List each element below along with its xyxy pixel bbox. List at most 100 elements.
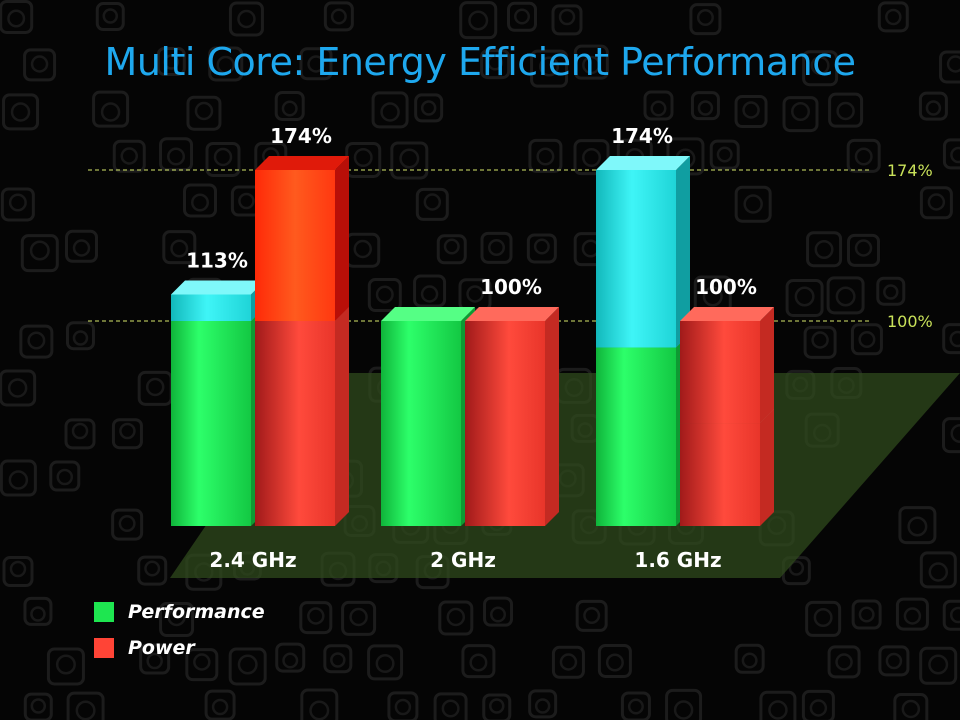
performance-bar <box>381 307 475 526</box>
background-glyph-icon <box>120 147 139 165</box>
power-bar-upper-side <box>760 307 774 424</box>
power-bar-side <box>545 307 559 526</box>
background-glyph-icon <box>702 286 723 307</box>
background-glyph-icon <box>30 55 49 73</box>
background-tile-icon <box>159 602 195 638</box>
background-tile-icon <box>939 50 960 84</box>
background-glyph-icon <box>946 55 960 73</box>
background-tile-icon <box>205 141 241 177</box>
background-glyph-icon <box>768 700 788 720</box>
background-glyph-icon <box>697 100 714 116</box>
background-tile-icon <box>709 139 740 170</box>
background-glyph-icon <box>72 330 89 346</box>
background-tile-icon <box>433 692 468 720</box>
background-tile-icon <box>415 187 449 221</box>
legend-swatch <box>94 602 114 622</box>
background-glyph-icon <box>7 378 28 398</box>
background-tile-icon <box>876 276 906 306</box>
background-tile-icon <box>826 276 865 315</box>
background-tile-icon <box>185 648 219 682</box>
power-bar-increase-top <box>255 156 349 170</box>
background-tile-icon <box>803 325 837 359</box>
background-glyph-icon <box>27 331 46 350</box>
background-glyph-icon <box>650 100 667 117</box>
reference-line-label: 100% <box>887 312 933 331</box>
background-glyph-icon <box>75 700 96 720</box>
background-glyph-icon <box>55 654 76 675</box>
power-bar-front <box>680 423 760 526</box>
background-glyph-icon <box>949 606 960 624</box>
background-glyph-icon <box>835 286 856 307</box>
background-glyph-icon <box>330 8 347 25</box>
background-tile-icon <box>827 645 861 679</box>
background-glyph-icon <box>213 147 233 167</box>
performance-bar-increase <box>171 280 265 321</box>
background-glyph-icon <box>469 653 488 672</box>
background-tile-icon <box>551 4 583 36</box>
background-tile-icon <box>20 234 59 273</box>
background-glyph-icon <box>237 9 256 29</box>
background-glyph-icon <box>119 422 136 440</box>
background-glyph-icon <box>170 239 189 258</box>
background-tile-icon <box>734 643 765 674</box>
performance-bar-increase-top <box>171 280 265 295</box>
legend-item: Power <box>94 636 195 660</box>
background-tile-icon <box>438 600 474 636</box>
background-glyph-icon <box>423 193 442 211</box>
background-glyph-icon <box>582 148 602 167</box>
background-tile-icon <box>846 138 881 173</box>
background-glyph-icon <box>490 606 507 623</box>
background-tile-icon <box>0 187 35 222</box>
background-tile-icon <box>734 185 772 223</box>
performance-bar-front <box>596 347 676 526</box>
background-glyph-icon <box>627 698 644 715</box>
background-glyph-icon <box>836 101 855 121</box>
legend-swatch <box>94 638 114 658</box>
background-tile-icon <box>92 90 130 128</box>
background-glyph-icon <box>883 284 899 300</box>
background-glyph-icon <box>696 9 714 26</box>
background-glyph-icon <box>533 238 550 255</box>
background-tile-icon <box>183 183 218 218</box>
background-glyph-icon <box>238 192 255 210</box>
power-bar <box>680 409 774 526</box>
background-glyph-icon <box>30 698 47 714</box>
background-tile-icon <box>459 1 498 40</box>
background-glyph-icon <box>7 9 26 28</box>
background-glyph-icon <box>144 560 161 577</box>
background-glyph-icon <box>30 606 46 622</box>
background-glyph-icon <box>489 698 505 714</box>
background-glyph-icon <box>903 607 922 625</box>
background-glyph-icon <box>559 653 578 671</box>
power-bar-upper-front <box>680 321 760 424</box>
background-glyph-icon <box>216 55 235 75</box>
x-tick-label: 2.4 GHz <box>209 548 296 572</box>
background-glyph-icon <box>582 55 601 75</box>
background-tile-icon <box>575 599 608 632</box>
background-tile-icon <box>483 596 514 627</box>
background-glyph-icon <box>901 699 921 719</box>
background-tile-icon <box>893 693 929 720</box>
background-tile-icon <box>228 1 264 37</box>
background-glyph-icon <box>443 238 460 255</box>
background-glyph-icon <box>420 285 439 303</box>
background-tile-icon <box>137 555 168 586</box>
background-glyph-icon <box>907 516 928 537</box>
performance-bar-increase <box>596 156 690 348</box>
background-glyph-icon <box>794 286 815 307</box>
background-glyph-icon <box>814 240 834 259</box>
background-tile-icon <box>228 647 267 686</box>
background-glyph-icon <box>716 146 733 163</box>
power-bar-increase <box>255 156 349 321</box>
background-glyph-icon <box>29 240 50 261</box>
background-tile-icon <box>528 689 558 719</box>
background-tile-icon <box>801 689 835 720</box>
performance-bar <box>596 333 690 526</box>
background-tile-icon <box>530 49 569 88</box>
background-tile-icon <box>782 96 819 133</box>
background-glyph-icon <box>309 700 330 720</box>
background-tile-icon <box>942 138 960 170</box>
background-tile-icon <box>806 231 843 268</box>
background-tile-icon <box>551 645 585 679</box>
background-tile-icon <box>323 644 353 674</box>
